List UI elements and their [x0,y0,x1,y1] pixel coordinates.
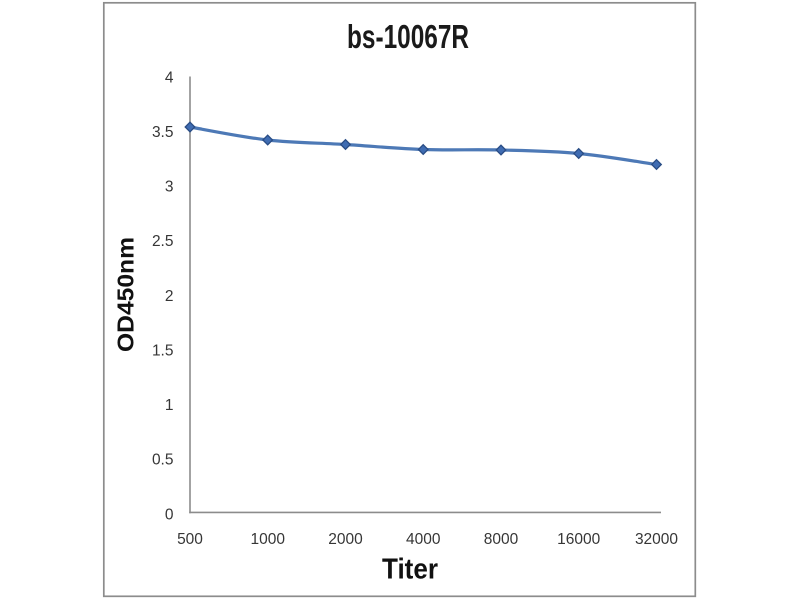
svg-text:0.5: 0.5 [152,452,174,469]
svg-text:2000: 2000 [328,531,363,548]
svg-text:2.5: 2.5 [152,233,174,250]
svg-text:3: 3 [165,179,174,196]
svg-text:0: 0 [165,506,174,523]
svg-text:1000: 1000 [250,531,285,548]
svg-text:1: 1 [165,397,174,414]
svg-text:8000: 8000 [484,531,519,548]
svg-text:4: 4 [165,69,174,86]
svg-text:500: 500 [177,531,203,548]
svg-text:32000: 32000 [635,531,678,548]
svg-text:1.5: 1.5 [152,342,174,359]
svg-text:Titer: Titer [382,554,438,586]
svg-text:bs-10067R: bs-10067R [347,18,469,55]
svg-text:16000: 16000 [557,531,600,548]
svg-text:OD450nm: OD450nm [113,237,139,352]
svg-text:3.5: 3.5 [152,124,174,141]
svg-text:2: 2 [165,288,174,305]
svg-text:4000: 4000 [406,531,441,548]
